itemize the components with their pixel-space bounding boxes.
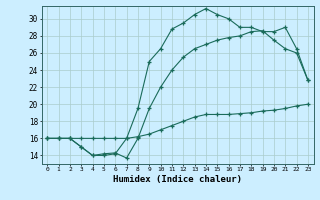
- X-axis label: Humidex (Indice chaleur): Humidex (Indice chaleur): [113, 175, 242, 184]
